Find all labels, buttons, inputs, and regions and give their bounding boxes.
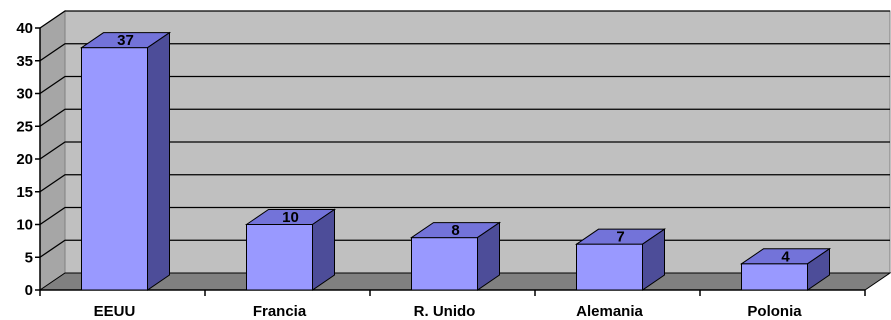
bar-side bbox=[642, 228, 665, 291]
gridline bbox=[39, 174, 890, 193]
bar-side bbox=[147, 31, 170, 291]
y-tick-label: 20 bbox=[16, 151, 33, 168]
x-tick-label: Francia bbox=[253, 303, 307, 320]
bar-side bbox=[312, 208, 335, 291]
gridline bbox=[39, 206, 890, 226]
gridline bbox=[39, 108, 890, 127]
bar-front bbox=[81, 47, 148, 291]
data-label: 8 bbox=[451, 222, 459, 239]
x-tick-label: R. Unido bbox=[414, 303, 476, 320]
bar-front bbox=[411, 237, 478, 291]
bars bbox=[79, 31, 832, 291]
y-tick-label: 10 bbox=[16, 217, 33, 234]
data-label: 37 bbox=[117, 32, 134, 49]
gridline bbox=[39, 75, 890, 95]
data-labels: 37 10 8 7 4 bbox=[117, 32, 790, 265]
y-tick-label: 15 bbox=[16, 184, 33, 201]
x-tick-label: Polonia bbox=[747, 303, 802, 320]
bar-front bbox=[246, 224, 313, 291]
gridline bbox=[39, 141, 890, 160]
gridline bbox=[39, 10, 890, 29]
bar-side bbox=[807, 247, 830, 291]
y-tick-label: 35 bbox=[16, 53, 33, 70]
bar-front bbox=[576, 243, 643, 291]
gridlines bbox=[39, 10, 890, 258]
y-tick-label: 5 bbox=[25, 249, 33, 266]
bar-front bbox=[741, 263, 808, 291]
y-tick-label: 40 bbox=[16, 20, 33, 37]
y-axis-ticks: 0 5 10 15 20 25 30 35 40 bbox=[16, 20, 40, 299]
y-tick-label: 25 bbox=[16, 118, 33, 135]
x-tick-label: EEUU bbox=[94, 303, 136, 320]
x-tick-label: Alemania bbox=[576, 303, 643, 320]
gridline bbox=[39, 43, 890, 62]
y-tick-label: 30 bbox=[16, 86, 33, 103]
y-tick-label: 0 bbox=[25, 282, 33, 299]
data-label: 7 bbox=[616, 229, 624, 246]
bar-side bbox=[477, 221, 500, 291]
data-label: 10 bbox=[282, 209, 299, 226]
x-axis-ticks: EEUU Francia R. Unido Alemania Polonia bbox=[39, 290, 866, 320]
data-label: 4 bbox=[781, 248, 790, 265]
